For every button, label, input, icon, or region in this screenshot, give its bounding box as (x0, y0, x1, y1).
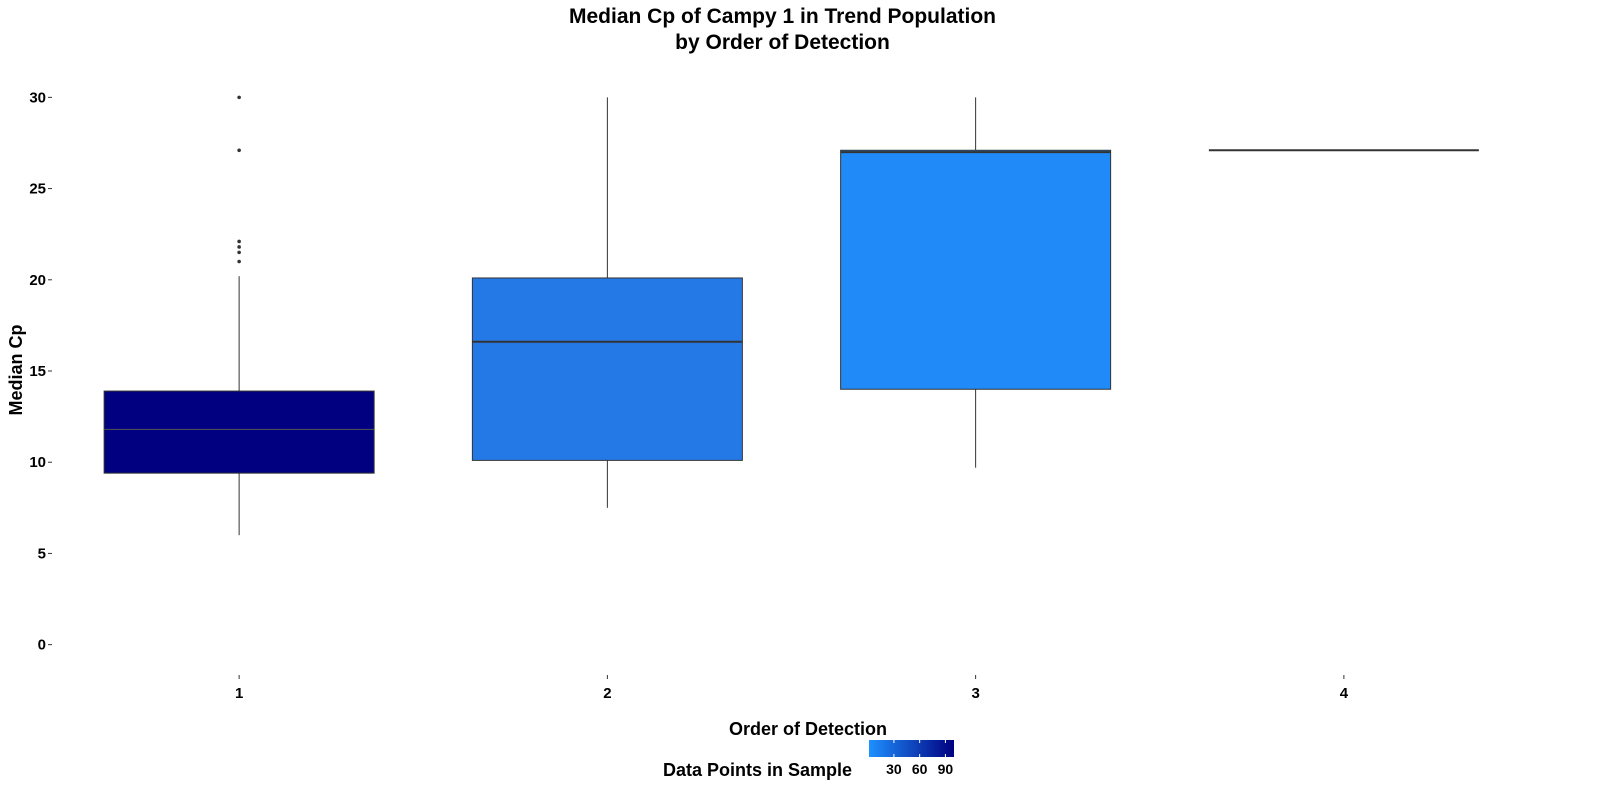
y-tick-label: 5 (38, 545, 46, 562)
box-1 (103, 95, 375, 536)
chart-title: Median Cp of Campy 1 in Trend Population (568, 5, 997, 28)
legend-tick-label: 30 (886, 761, 902, 777)
legend-tick-label: 60 (912, 761, 928, 777)
y-axis: 0 5 10 15 20 25 30 (29, 89, 52, 654)
x-tick-label: 1 (235, 685, 243, 702)
outlier-point (237, 259, 241, 264)
x-axis-title: Order of Detection (729, 719, 887, 739)
y-tick-label: 0 (38, 637, 46, 654)
y-tick-label: 15 (29, 363, 46, 380)
outlier-point (237, 250, 241, 255)
chart-subtitle: by Order of Detection (675, 31, 890, 54)
y-tick-label: 20 (29, 272, 46, 289)
x-tick-label: 2 (603, 685, 611, 702)
x-tick-label: 4 (1340, 685, 1349, 702)
x-axis: 1 2 3 4 (235, 675, 1349, 702)
boxes-layer (103, 95, 1479, 536)
iqr-box (103, 390, 375, 474)
y-tick-label: 10 (29, 454, 46, 471)
legend-tick-label: 90 (938, 761, 954, 777)
y-tick-label: 25 (29, 181, 46, 198)
box-2 (471, 97, 743, 508)
iqr-box (840, 149, 1112, 390)
iqr-box (471, 277, 743, 461)
legend-colorbar (869, 740, 954, 757)
y-tick-label: 30 (29, 89, 46, 106)
outlier-point (237, 148, 241, 153)
y-axis-title: Median Cp (6, 324, 26, 415)
outlier-point (237, 95, 241, 100)
outlier-point (237, 245, 241, 249)
legend: Data Points in Sample 30 60 90 (663, 740, 954, 780)
box-3 (840, 97, 1112, 468)
legend-title: Data Points in Sample (663, 760, 852, 780)
x-tick-label: 3 (971, 685, 979, 702)
outlier-point (237, 239, 241, 244)
